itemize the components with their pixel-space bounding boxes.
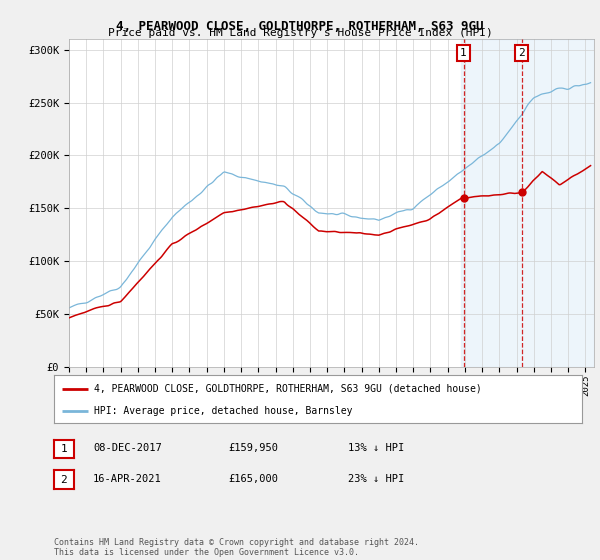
Text: 1: 1 <box>460 48 467 58</box>
Text: 2: 2 <box>518 48 525 58</box>
Text: 2: 2 <box>61 475 67 484</box>
Text: 08-DEC-2017: 08-DEC-2017 <box>93 443 162 453</box>
Text: Price paid vs. HM Land Registry's House Price Index (HPI): Price paid vs. HM Land Registry's House … <box>107 28 493 38</box>
Bar <box>461 39 594 367</box>
Text: 4, PEARWOOD CLOSE, GOLDTHORPE, ROTHERHAM, S63 9GU: 4, PEARWOOD CLOSE, GOLDTHORPE, ROTHERHAM… <box>116 20 484 32</box>
Text: 1: 1 <box>61 444 67 454</box>
Text: 4, PEARWOOD CLOSE, GOLDTHORPE, ROTHERHAM, S63 9GU (detached house): 4, PEARWOOD CLOSE, GOLDTHORPE, ROTHERHAM… <box>94 384 481 394</box>
Text: 13% ↓ HPI: 13% ↓ HPI <box>348 443 404 453</box>
Text: HPI: Average price, detached house, Barnsley: HPI: Average price, detached house, Barn… <box>94 406 352 416</box>
Text: £159,950: £159,950 <box>228 443 278 453</box>
Text: 23% ↓ HPI: 23% ↓ HPI <box>348 474 404 484</box>
Text: £165,000: £165,000 <box>228 474 278 484</box>
Text: 16-APR-2021: 16-APR-2021 <box>93 474 162 484</box>
Text: Contains HM Land Registry data © Crown copyright and database right 2024.
This d: Contains HM Land Registry data © Crown c… <box>54 538 419 557</box>
